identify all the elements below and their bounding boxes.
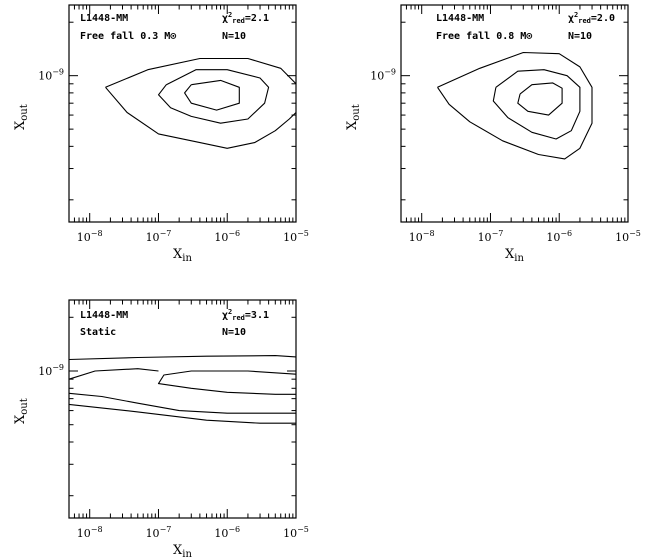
y-axis-label: Xout <box>13 398 30 424</box>
source-label: L1448-MM <box>436 13 484 24</box>
contour-line-1 <box>68 355 297 361</box>
x-axis-label: Xin <box>173 543 192 560</box>
chi2-label: χ2red=3.1 <box>222 308 269 322</box>
x-tick-label: 10−6 <box>214 229 240 244</box>
contour-line-4 <box>105 86 297 149</box>
y-axis-label: Xout <box>13 104 30 130</box>
panel-free-fall-0.8: L1448-MM Free fall 0.8 M⊙ χ2red=2.0 N=10… <box>345 4 641 264</box>
source-label: L1448-MM <box>80 310 128 321</box>
x-tick-label: 10−8 <box>409 229 435 244</box>
plot-frame <box>68 299 297 519</box>
contour-line-3 <box>68 368 159 380</box>
x-tick-label: 10−6 <box>546 229 572 244</box>
chi2-label: χ2red=2.1 <box>222 11 269 25</box>
contour-line-2 <box>492 69 581 140</box>
x-tick-label: 10−5 <box>615 229 641 244</box>
model-label: Free fall 0.8 M⊙ <box>436 31 532 42</box>
contour-line-1 <box>517 82 563 116</box>
contour-line-5 <box>68 403 296 424</box>
contour-line-3 <box>105 57 297 88</box>
x-tick-label: 10−7 <box>146 525 172 540</box>
plot-frame <box>400 4 629 223</box>
contour-line-3 <box>437 51 593 160</box>
x-tick-label: 10−8 <box>77 229 103 244</box>
contour-line-4 <box>68 392 296 414</box>
n-label: N=10 <box>222 31 246 42</box>
contour-group <box>105 57 297 149</box>
x-tick-label: 10−5 <box>283 525 309 540</box>
contour-line-1 <box>184 79 240 111</box>
panel-static: L1448-MM Static χ2red=3.1 N=10 Xout Xin … <box>13 299 309 560</box>
axis-ticks <box>400 5 629 222</box>
plot-frame <box>68 4 297 223</box>
contour-line-2 <box>157 370 297 395</box>
panel-free-fall-0.3: L1448-MM Free fall 0.3 M⊙ χ2red=2.1 N=10… <box>13 4 309 264</box>
x-axis-label: Xin <box>173 247 192 264</box>
x-axis-label: Xin <box>505 247 524 264</box>
x-tick-label: 10−6 <box>214 525 240 540</box>
source-label: L1448-MM <box>80 13 128 24</box>
y-tick-label: 10−9 <box>38 68 64 83</box>
axis-ticks <box>68 5 297 222</box>
contour-group <box>68 355 297 424</box>
axis-ticks <box>68 300 297 518</box>
n-label: N=10 <box>568 31 592 42</box>
chi2-label: χ2red=2.0 <box>568 11 615 25</box>
y-tick-label: 10−9 <box>38 363 64 378</box>
y-tick-label: 10−9 <box>370 68 396 83</box>
x-tick-label: 10−7 <box>146 229 172 244</box>
x-tick-label: 10−7 <box>478 229 504 244</box>
n-label: N=10 <box>222 327 246 338</box>
model-label: Free fall 0.3 M⊙ <box>80 31 176 42</box>
x-tick-label: 10−5 <box>283 229 309 244</box>
model-label: Static <box>80 326 116 338</box>
x-tick-label: 10−8 <box>77 525 103 540</box>
y-axis-label: Xout <box>345 104 362 130</box>
contour-line-2 <box>157 69 270 124</box>
contour-group <box>437 51 593 160</box>
